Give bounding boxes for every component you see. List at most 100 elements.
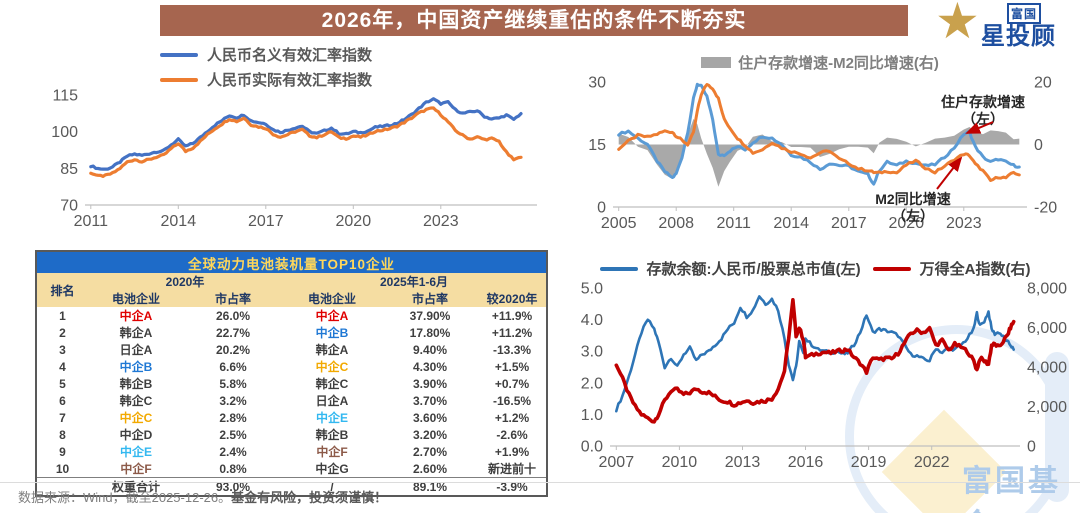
rank-cell: 5 xyxy=(59,376,66,391)
legend-label: 住户存款增速-M2同比增速(右) xyxy=(738,55,939,72)
svg-text:2007: 2007 xyxy=(599,454,635,471)
rank-cell: 1 xyxy=(59,308,66,323)
table-row: 3 日企A 20.2% 韩企A 9.40% -13.3% xyxy=(36,341,547,358)
value-cell: 3.20% xyxy=(412,427,448,442)
svg-text:2017: 2017 xyxy=(831,215,867,232)
company-cell: 中企E xyxy=(119,445,152,459)
table-row: 7 中企C 2.8% 中企E 3.60% +1.2% xyxy=(36,409,547,426)
value-cell: 17.80% xyxy=(409,325,451,340)
col-header-company-2020: 电池企业 xyxy=(88,290,184,307)
rank-cell xyxy=(36,477,88,496)
ratio-legend: 存款余额:人民币/股票总市值(左) 万得全A指数(右) xyxy=(555,258,1075,279)
value-cell: 5.8% xyxy=(219,376,247,391)
value-cell: 2.70% xyxy=(412,444,448,459)
svg-text:4,000: 4,000 xyxy=(1027,360,1067,377)
svg-text:2010: 2010 xyxy=(662,454,698,471)
star-icon: ★ xyxy=(935,0,980,49)
company-cell: 日企A xyxy=(315,394,349,408)
value-cell: 2.8% xyxy=(219,410,247,425)
page-title: 2026年，中国资产继续重估的条件不断夯实 xyxy=(160,5,908,36)
value-cell: +1.5% xyxy=(494,359,530,374)
svg-text:8,000: 8,000 xyxy=(1027,281,1067,298)
data-source-note: 数据来源：Wind，截至2025-12-26。基金有风险，投资须谨慎！ xyxy=(18,487,387,506)
deposit-m2-legend: 住户存款增速-M2同比增速(右) xyxy=(613,52,1027,73)
rank-cell: 2 xyxy=(59,325,66,340)
value-cell: 3.60% xyxy=(412,410,448,425)
svg-text:2017: 2017 xyxy=(248,213,284,230)
battery-table: 全球动力电池装机量TOP10企业 排名 2020年 2025年1-6月 电池企业… xyxy=(35,250,549,497)
company-cell: 中企A xyxy=(119,309,153,323)
col-header-share-2020: 市占率 xyxy=(184,290,282,307)
col-header-rank: 排名 xyxy=(36,273,88,307)
col-group-2020: 2020年 xyxy=(88,273,282,290)
svg-text:2023: 2023 xyxy=(946,215,982,232)
value-cell: 20.2% xyxy=(215,342,251,357)
rank-cell: 4 xyxy=(59,359,66,374)
svg-text:2011: 2011 xyxy=(716,215,751,232)
svg-text:2005: 2005 xyxy=(601,215,637,232)
table-row: 6 韩企C 3.2% 日企A 3.70% -16.5% xyxy=(36,392,547,409)
svg-text:2014: 2014 xyxy=(161,213,197,230)
table-row: 4 中企B 6.6% 中企C 4.30% +1.5% xyxy=(36,358,547,375)
svg-text:3.0: 3.0 xyxy=(581,344,603,361)
watermark-brand-text: 富国基金 xyxy=(962,465,1061,513)
legend-label: 人民币实际有效汇率指数 xyxy=(207,72,373,89)
col-header-change: 较2020年 xyxy=(478,290,548,307)
company-cell: 中企D xyxy=(119,428,153,442)
svg-text:85: 85 xyxy=(60,161,78,178)
col-header-company-2025: 电池企业 xyxy=(282,290,382,307)
svg-text:4.0: 4.0 xyxy=(581,312,603,329)
reer-chart: 人民币名义有效汇率指数 人民币实际有效汇率指数 2011 2014 2017 2020… xyxy=(30,42,545,242)
value-cell: -16.5% xyxy=(493,393,532,408)
company-cell: 中企A xyxy=(315,309,349,323)
value-cell: 0.8% xyxy=(219,461,247,476)
table-group-header-row: 排名 2020年 2025年1-6月 xyxy=(36,273,548,307)
svg-text:2011: 2011 xyxy=(74,213,109,230)
legend-label: 存款余额:人民币/股票总市值(左) xyxy=(646,261,861,278)
value-cell: +11.9% xyxy=(491,308,533,323)
svg-text:1.0: 1.0 xyxy=(581,407,603,424)
company-cell: 韩企B xyxy=(119,377,153,391)
rank-cell: 3 xyxy=(59,342,66,357)
rank-cell: 6 xyxy=(59,393,66,408)
legend-swatch-blue xyxy=(599,266,638,271)
svg-text:2,000: 2,000 xyxy=(1027,399,1067,416)
company-cell: 中企B xyxy=(119,360,153,374)
company-cell: 韩企C xyxy=(315,377,349,391)
table-total-row: 权重合计 93.0%/89.1% -3.9% xyxy=(36,477,548,496)
svg-text:0: 0 xyxy=(597,200,606,217)
svg-text:-20: -20 xyxy=(1034,200,1057,217)
value-cell: -13.3% xyxy=(493,342,532,357)
legend-label: 万得全A指数(右) xyxy=(919,261,1031,278)
legend-item-real-reer: 人民币实际有效汇率指数 xyxy=(160,67,372,92)
legend-label: 人民币名义有效汇率指数 xyxy=(207,47,373,64)
svg-text:0: 0 xyxy=(1034,137,1043,154)
legend-swatch-red xyxy=(872,266,911,271)
svg-text:15: 15 xyxy=(588,137,606,154)
value-cell: 新进前十 xyxy=(488,462,537,476)
value-cell: 89.1% xyxy=(382,477,478,496)
value-cell: +0.7% xyxy=(494,376,530,391)
table-title-row: 全球动力电池装机量TOP10企业 xyxy=(36,251,548,273)
battery-table-body: 1 中企A 26.0% 中企A 37.90% +11.9% 2 韩企A 22.7% 中企B 17.8… xyxy=(36,307,548,496)
legend-item-nominal-reer: 人民币名义有效汇率指数 xyxy=(160,42,372,67)
svg-text:115: 115 xyxy=(52,88,78,105)
value-cell: 2.60% xyxy=(412,461,448,476)
legend-swatch-blue xyxy=(160,52,198,57)
svg-text:2016: 2016 xyxy=(788,454,824,471)
svg-text:70: 70 xyxy=(60,198,78,215)
company-cell: 日企A xyxy=(119,343,153,357)
risk-disclaimer: 基金有风险，投资须谨慎！ xyxy=(231,490,388,505)
svg-text:2019: 2019 xyxy=(851,454,887,471)
svg-text:20: 20 xyxy=(1034,75,1052,92)
table-row: 1 中企A 26.0% 中企A 37.90% +11.9% xyxy=(36,307,547,324)
company-cell: 中企F xyxy=(316,445,348,459)
rank-cell: 8 xyxy=(59,427,66,442)
col-header-share-2025: 市占率 xyxy=(382,290,478,307)
svg-text:2023: 2023 xyxy=(423,213,459,230)
source-text: 数据来源：Wind，截至2025-12-26。 xyxy=(18,490,232,505)
table-title: 全球动力电池装机量TOP10企业 xyxy=(36,251,548,273)
annotation-deposit-growth: 住户存款增速 （左） xyxy=(941,94,1025,127)
deposit-m2-chart: 住户存款增速-M2同比增速(右) 2005 2008 2011 2014 2017 202… xyxy=(555,42,1075,242)
